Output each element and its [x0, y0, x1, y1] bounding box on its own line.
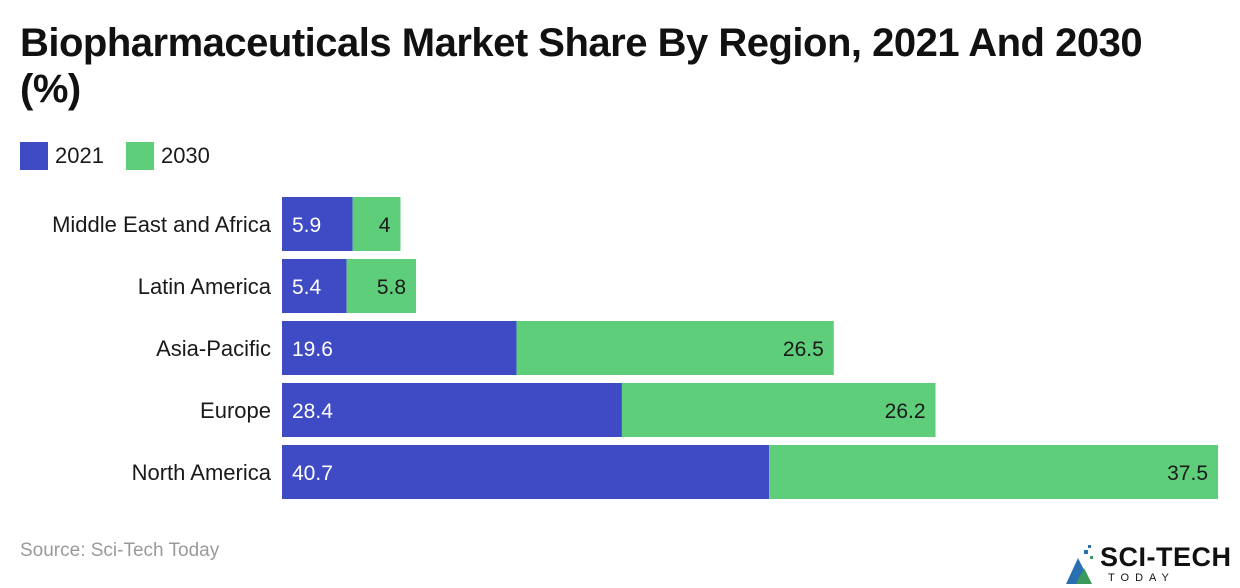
data-label-middle-east-and-africa-2021: 5.9: [292, 214, 321, 237]
sci-tech-logo-icon: [1066, 545, 1093, 584]
bar-north-america-2030: [769, 445, 1218, 499]
data-label-europe-2021: 28.4: [292, 400, 333, 423]
bar-chart: Middle East and Africa 5.9 4 Latin America 5…: [52, 197, 1218, 499]
bar-middle-east-and-africa-2021: [282, 197, 353, 251]
data-label-middle-east-and-africa-2030: 4: [379, 214, 391, 237]
bar-asia-pacific-2030: [516, 321, 834, 375]
bar-middle-east-and-africa-2030: [352, 197, 401, 251]
source-note: Source: Sci-Tech Today: [20, 540, 220, 561]
legend-label-2021: 2021: [55, 143, 104, 168]
data-label-asia-pacific-2030: 26.5: [783, 338, 824, 361]
category-label-north-america: North America: [132, 460, 272, 485]
bar-europe-2030: [621, 383, 936, 437]
bar-latin-america-2030: [346, 259, 417, 313]
data-label-asia-pacific-2021: 19.6: [292, 338, 333, 361]
category-label-europe: Europe: [200, 398, 271, 423]
legend-item-2030: 2030: [125, 142, 210, 170]
legend-item-2021: 2021: [20, 142, 104, 170]
data-label-latin-america-2021: 5.4: [292, 276, 322, 299]
data-label-north-america-2021: 40.7: [292, 462, 333, 485]
category-label-latin-america: Latin America: [138, 274, 272, 299]
category-label-asia-pacific: Asia-Pacific: [156, 336, 271, 361]
legend-swatch-2021: [20, 142, 48, 170]
logo-subtext: TODAY: [1108, 572, 1175, 584]
sci-tech-logo: SCI-TECH TODAY: [1064, 542, 1240, 588]
bar-latin-america-2021: [282, 259, 347, 313]
bar-europe-2021: [282, 383, 622, 437]
legend: 2021 2030: [20, 142, 232, 170]
logo-text: SCI-TECH: [1100, 542, 1232, 572]
legend-swatch-2030: [125, 142, 154, 170]
bar-north-america-2021: [282, 445, 770, 499]
data-label-europe-2030: 26.2: [885, 400, 926, 423]
data-label-north-america-2030: 37.5: [1167, 462, 1208, 485]
legend-label-2030: 2030: [160, 143, 210, 168]
data-label-latin-america-2030: 5.8: [377, 276, 406, 299]
category-label-middle-east-and-africa: Middle East and Africa: [52, 212, 272, 237]
chart-title: Biopharmaceuticals Market Share By Regio…: [20, 21, 1143, 111]
bar-asia-pacific-2021: [282, 321, 517, 375]
